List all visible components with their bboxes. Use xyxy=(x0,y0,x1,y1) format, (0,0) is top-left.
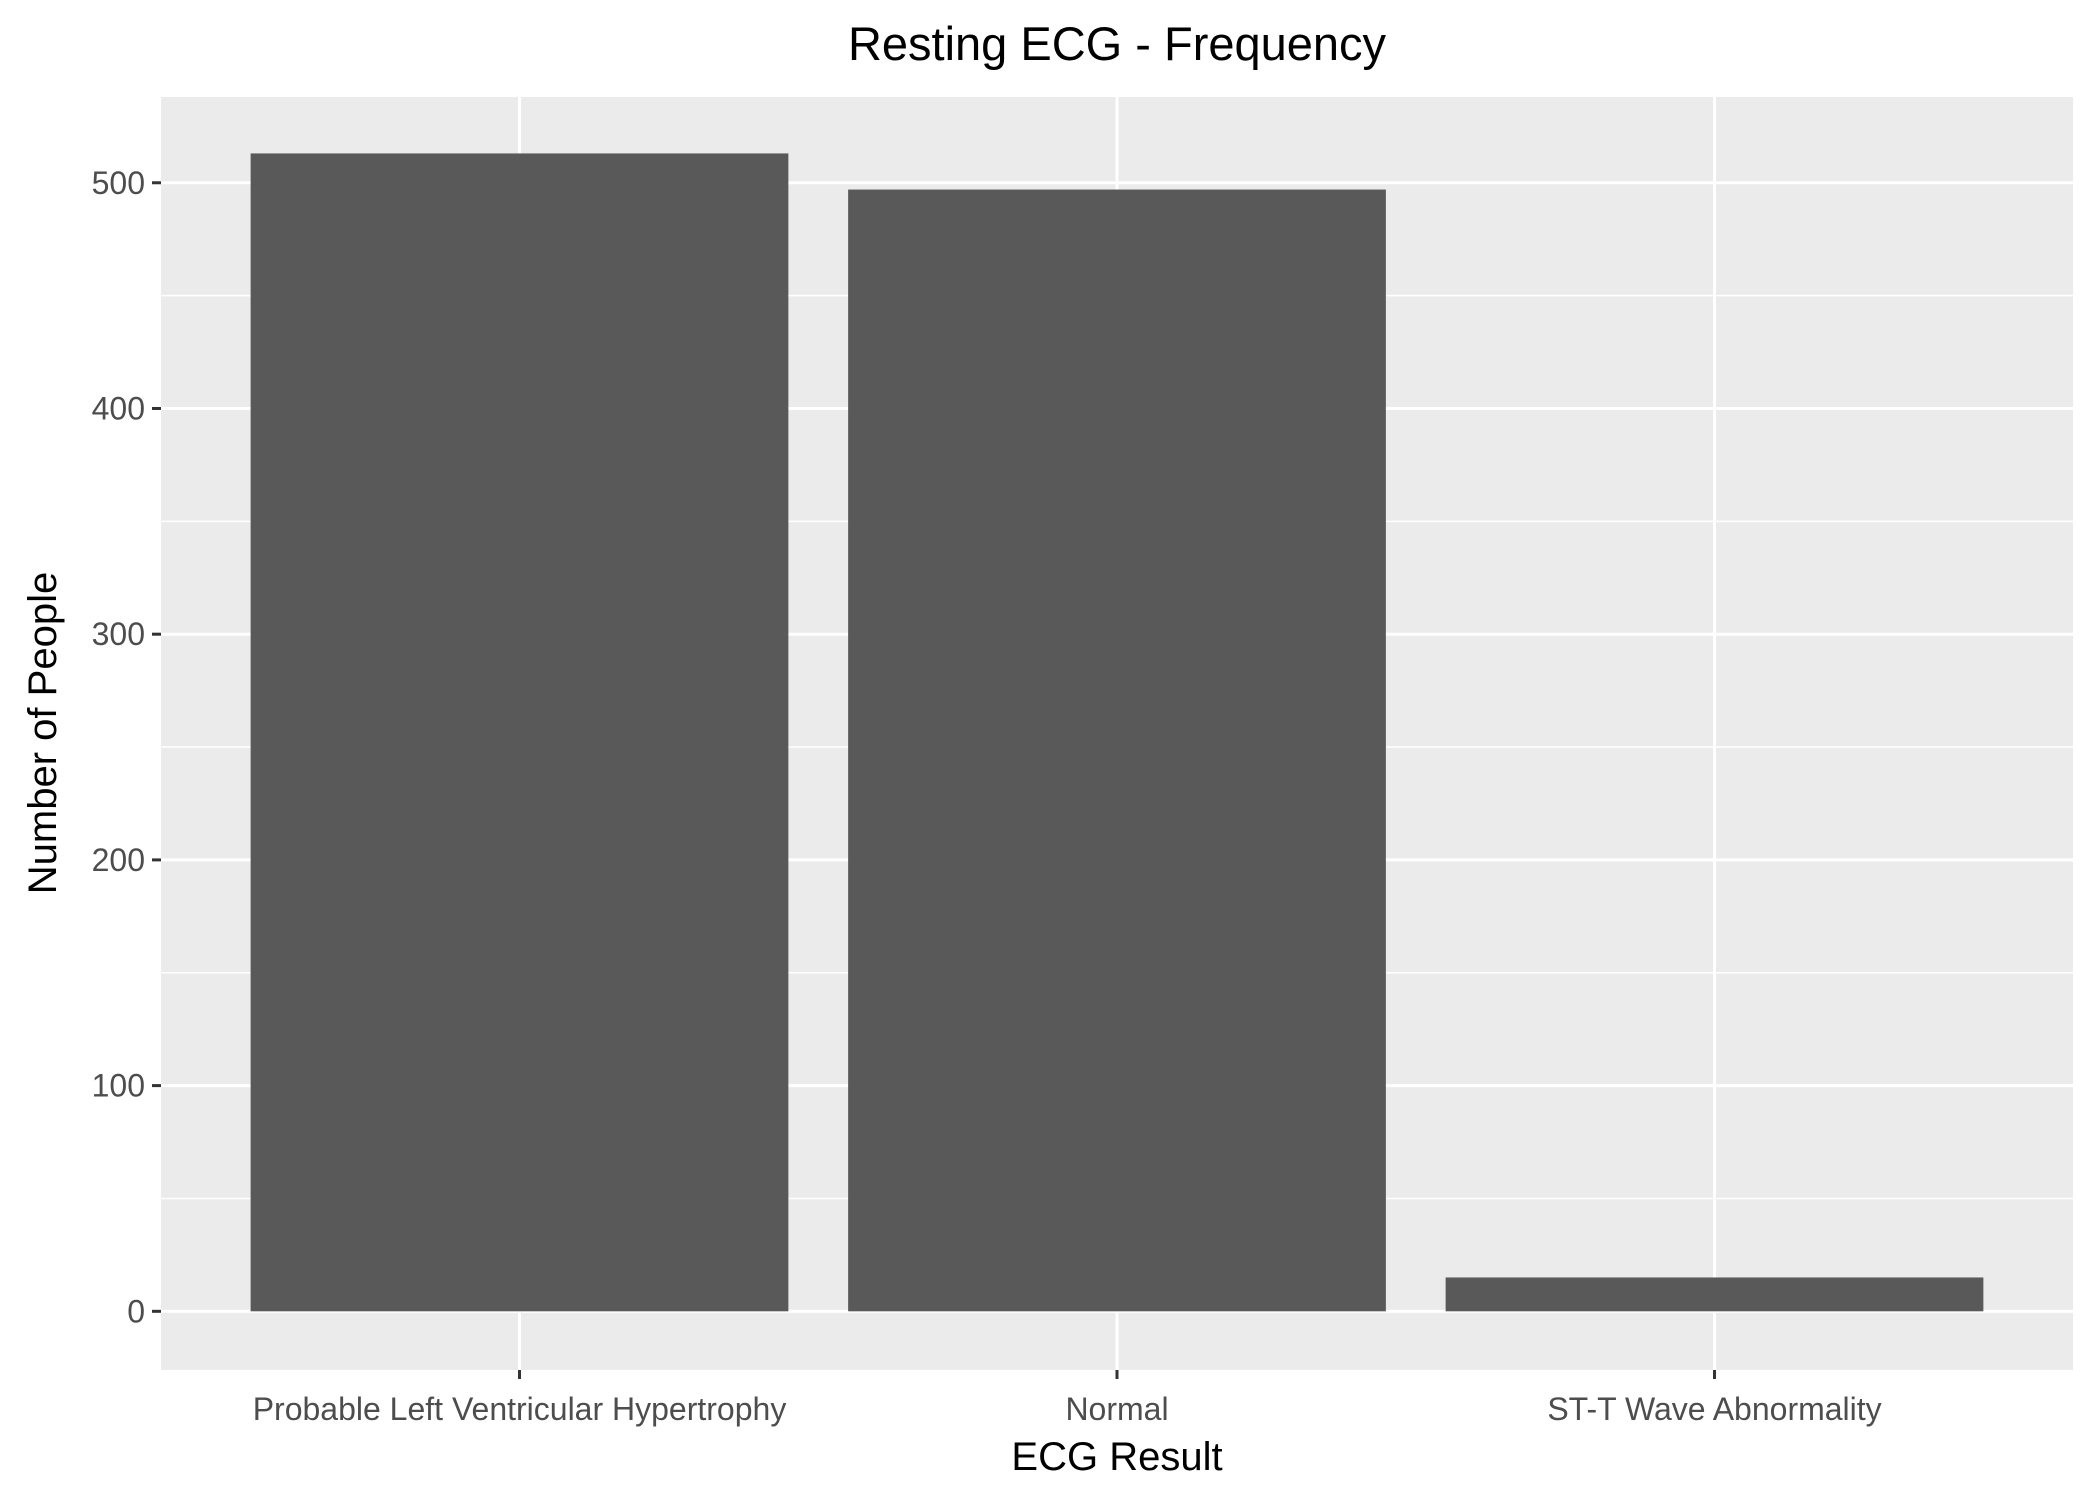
y-tick-label: 300 xyxy=(92,616,145,652)
y-tick-label: 400 xyxy=(92,390,145,426)
bars xyxy=(250,153,1984,1312)
x-tick-label: Probable Left Ventricular Hypertrophy xyxy=(253,1391,787,1427)
y-tick-label: 100 xyxy=(92,1068,145,1104)
bar xyxy=(1445,1277,1984,1312)
x-tick-label: Normal xyxy=(1065,1391,1168,1427)
y-axis-title: Number of People xyxy=(21,572,65,894)
bar xyxy=(250,153,789,1312)
y-tick-label: 0 xyxy=(127,1293,145,1329)
x-axis: Probable Left Ventricular Hypertrophy Nor… xyxy=(253,1370,1882,1427)
y-tick-label: 200 xyxy=(92,842,145,878)
y-tick-label: 500 xyxy=(92,165,145,201)
x-axis-title: ECG Result xyxy=(1011,1435,1222,1479)
chart-title: Resting ECG - Frequency xyxy=(848,17,1387,70)
x-tick-label: ST-T Wave Abnormality xyxy=(1547,1391,1881,1427)
y-axis: 0 100 200 300 400 500 xyxy=(92,165,161,1329)
bar xyxy=(848,189,1386,1312)
